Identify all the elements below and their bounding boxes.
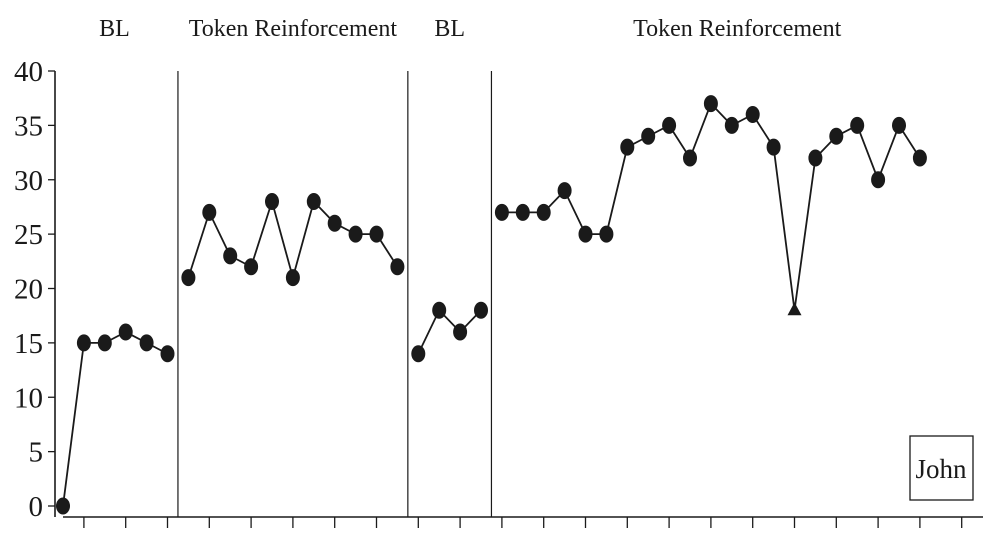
phase-label: BL (99, 16, 130, 42)
data-point (327, 214, 342, 232)
y-tick-label: 25 (14, 219, 43, 251)
phase-label: BL (434, 16, 465, 42)
data-point (641, 127, 656, 145)
data-point (348, 225, 363, 243)
data-point (494, 203, 509, 221)
data-point-triangle (787, 302, 802, 316)
data-point (662, 116, 677, 134)
data-point (703, 95, 718, 113)
data-point (432, 301, 447, 319)
data-point (118, 323, 133, 341)
data-point (724, 116, 739, 134)
y-tick-label: 10 (14, 382, 43, 414)
data-point (411, 345, 426, 363)
y-tick-label: 35 (14, 110, 43, 142)
data-point (285, 269, 300, 287)
data-point (536, 203, 551, 221)
data-point (620, 138, 635, 156)
data-point (745, 106, 760, 123)
y-tick-label: 30 (14, 165, 43, 197)
data-point (56, 497, 70, 515)
series-line (417, 308, 482, 355)
data-series (56, 95, 927, 515)
data-point (599, 225, 614, 243)
data-point (390, 258, 405, 276)
data-point (683, 149, 697, 167)
participant-label-box: John (909, 435, 974, 501)
y-tick-label: 0 (29, 491, 44, 523)
data-point (265, 193, 279, 210)
data-point (160, 345, 175, 363)
data-point (578, 225, 593, 243)
data-point (557, 182, 572, 200)
data-point (139, 334, 154, 352)
phase-label: Token Reinforcement (633, 16, 842, 42)
series-line (62, 330, 168, 507)
data-point (912, 149, 927, 167)
y-tick-label: 20 (14, 274, 43, 306)
data-point (829, 127, 844, 145)
series-line (501, 101, 921, 311)
data-point (369, 225, 384, 243)
data-point (850, 116, 865, 134)
data-point (453, 323, 468, 341)
data-point (766, 138, 781, 156)
data-point (515, 203, 530, 221)
data-point (181, 269, 196, 287)
data-point (202, 203, 217, 221)
series-line (187, 198, 399, 282)
data-point (223, 247, 238, 265)
data-point (871, 171, 886, 189)
data-point (306, 193, 321, 210)
phase-labels: BL Token Reinforcement BL Token Reinforceme… (99, 16, 842, 42)
data-point (474, 301, 488, 319)
data-point (892, 116, 906, 134)
y-axis: 0 5 10 15 20 25 30 35 40 (14, 56, 56, 523)
phase-lines (177, 71, 493, 517)
y-tick-label: 15 (14, 328, 43, 360)
data-point (76, 334, 91, 352)
data-point (97, 334, 112, 352)
x-axis (63, 516, 983, 528)
y-tick-label: 5 (29, 437, 44, 469)
phase-label: Token Reinforcement (189, 16, 398, 42)
data-point (244, 258, 259, 276)
y-tick-label: 40 (14, 56, 43, 88)
data-point (808, 149, 823, 167)
participant-label: John (915, 454, 967, 484)
